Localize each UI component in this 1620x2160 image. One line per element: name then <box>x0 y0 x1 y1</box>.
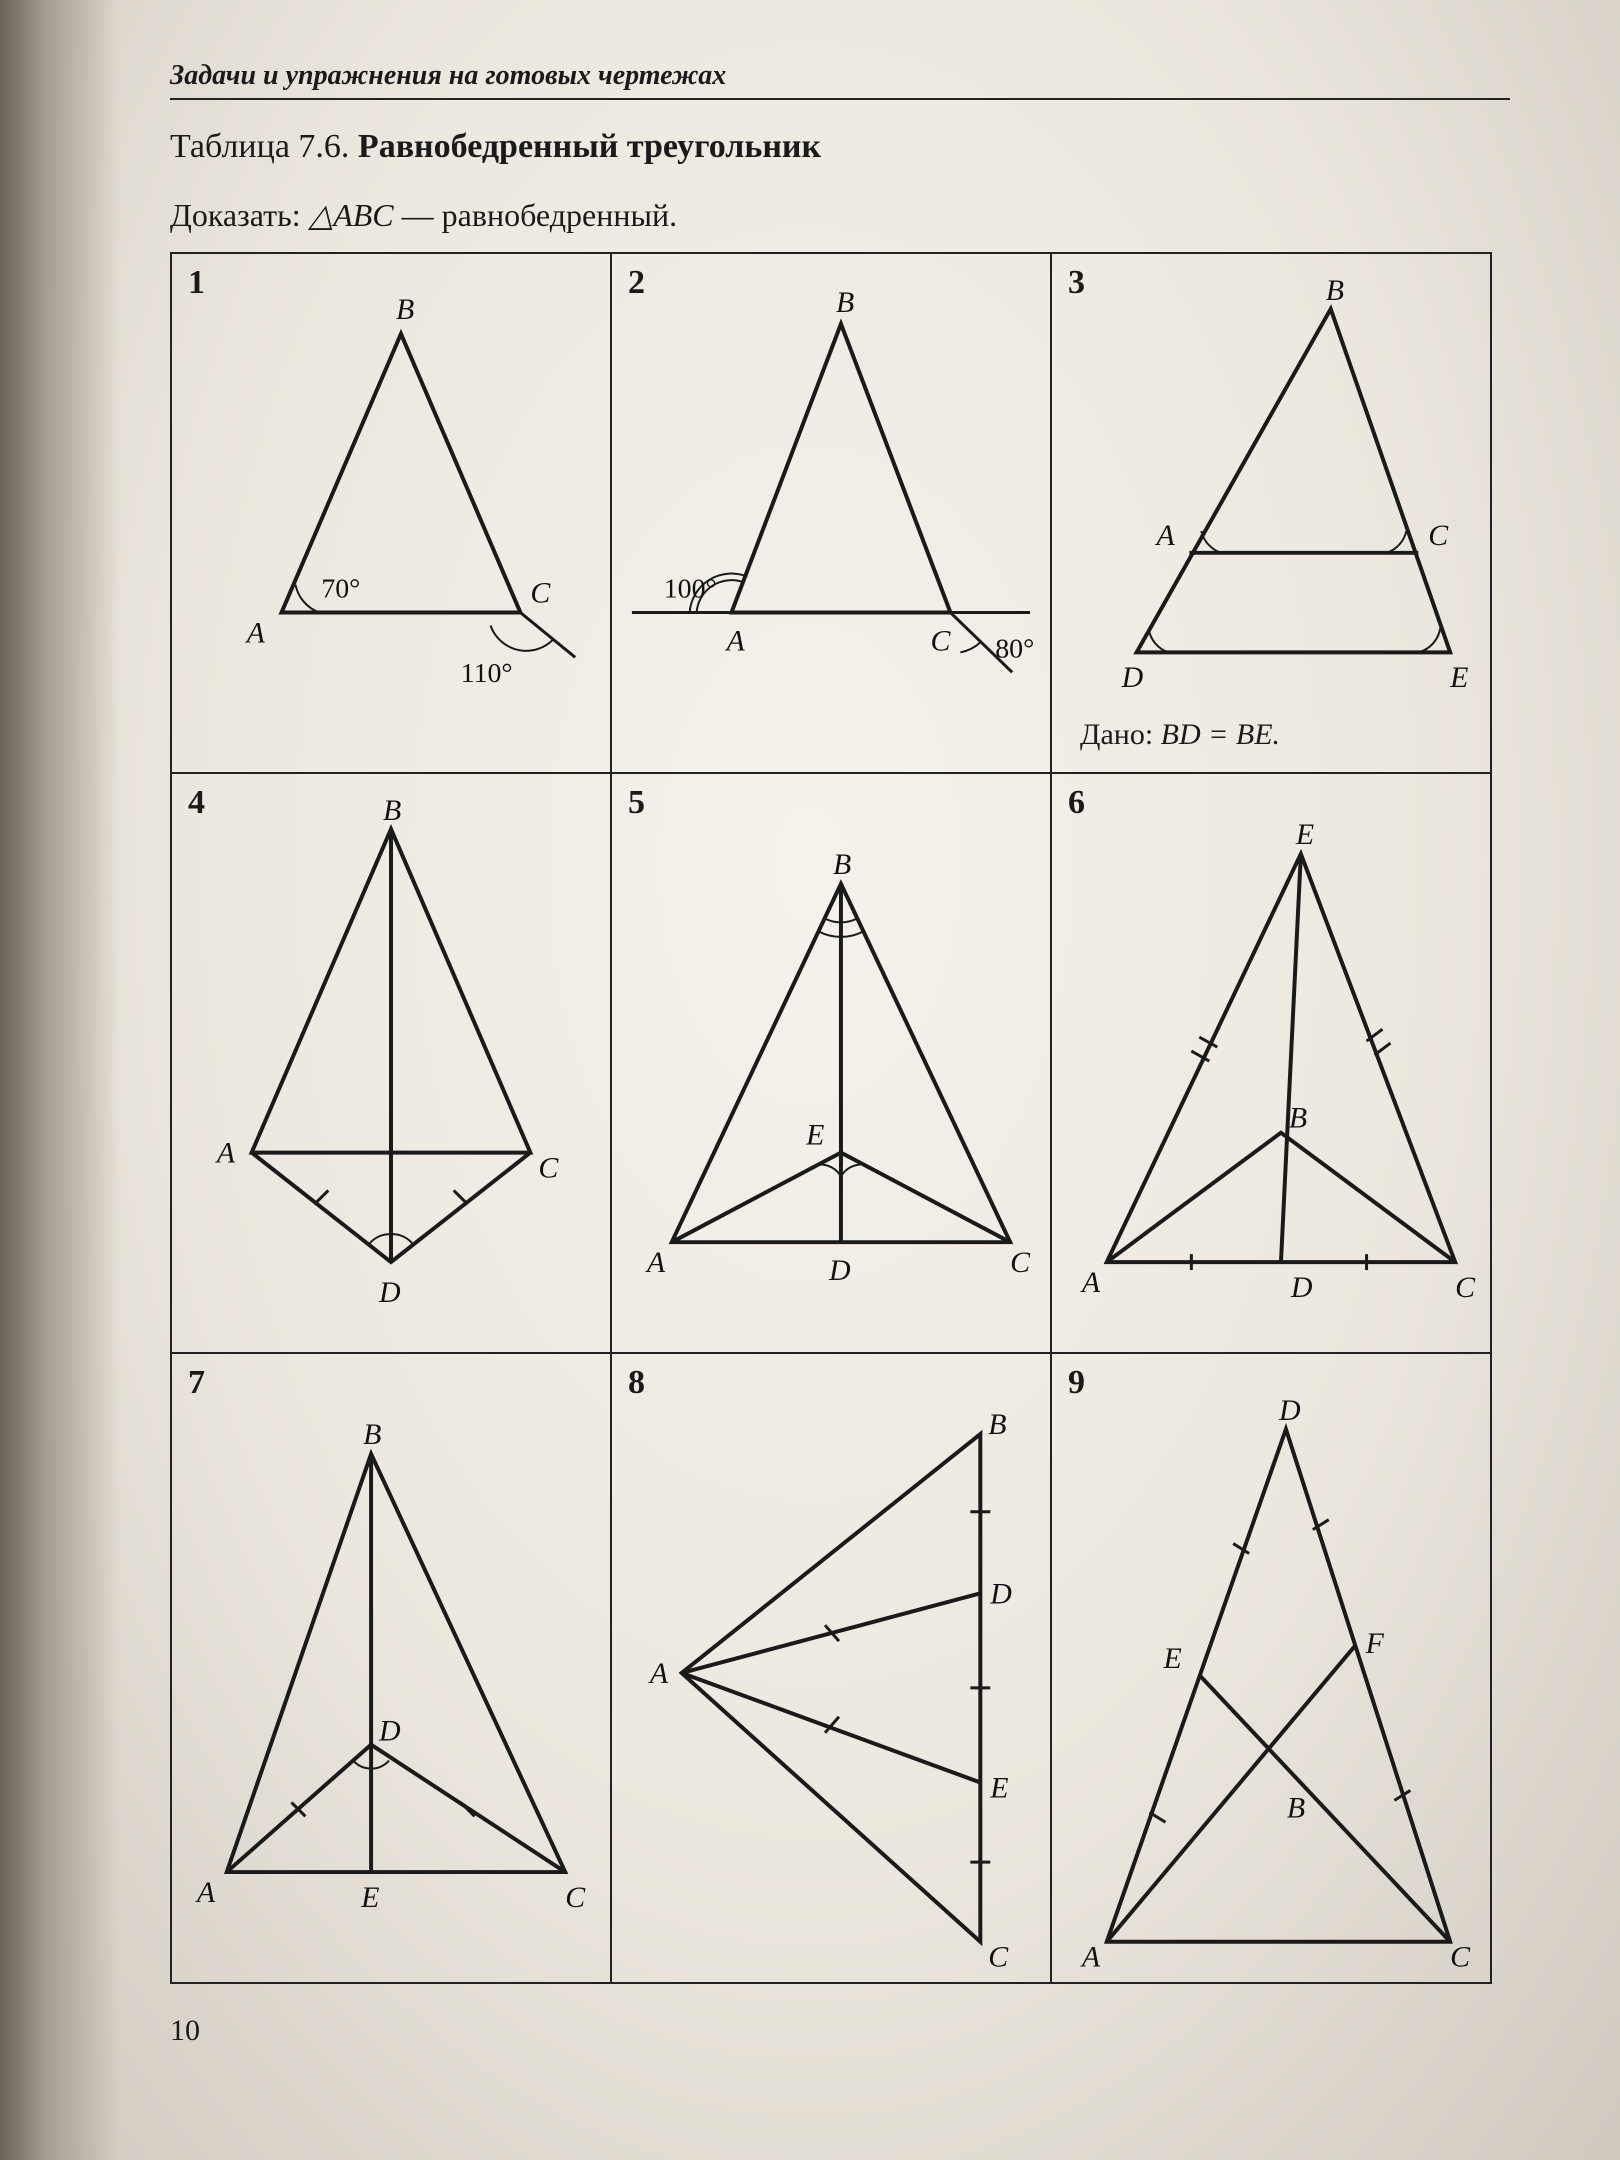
label-B: B <box>1287 1791 1305 1824</box>
label-C: C <box>1455 1271 1476 1304</box>
cell-number: 4 <box>188 784 205 822</box>
diagram-2-svg: B A C 100° 80° <box>612 254 1050 772</box>
label-D: D <box>1278 1394 1301 1427</box>
cell-number: 7 <box>188 1364 205 1402</box>
label-E: E <box>1295 818 1314 851</box>
label-B: B <box>363 1418 381 1451</box>
task-math: △ABC <box>309 197 394 233</box>
diagram-1-svg: B A C 70° 110° <box>172 254 610 772</box>
label-D: D <box>378 1715 401 1748</box>
diagram-8-svg: B A D E C <box>612 1354 1050 1982</box>
label-E: E <box>360 1881 379 1914</box>
label-D: D <box>1121 661 1144 694</box>
table-name: Равнобедренный треугольник <box>358 128 821 165</box>
problems-grid: 1 B A C 70° 110° 2 <box>170 252 1492 1984</box>
angle-70: 70° <box>321 574 360 605</box>
cell-number: 3 <box>1068 264 1085 302</box>
label-A: A <box>215 1137 236 1170</box>
label-C: C <box>530 577 551 610</box>
label-B: B <box>396 293 414 326</box>
label-C: C <box>1428 519 1449 552</box>
label-D: D <box>828 1254 851 1287</box>
given-label: Дано: <box>1080 718 1161 751</box>
label-C: C <box>931 624 952 657</box>
label-A: A <box>724 624 745 657</box>
diagram-9-svg: D E F B A C <box>1052 1354 1490 1982</box>
cell-7: 7 B A C D E <box>172 1354 612 1984</box>
task-prefix: Доказать: <box>170 197 309 233</box>
label-E: E <box>989 1771 1008 1804</box>
given-line: Дано: BD = BE. <box>1080 718 1280 752</box>
label-A: A <box>1155 519 1176 552</box>
cell-8: 8 B A D E C <box>612 1354 1052 1984</box>
cell-number: 6 <box>1068 784 1085 822</box>
label-E: E <box>1162 1642 1181 1675</box>
cell-5: 5 B A C D E <box>612 774 1052 1354</box>
cell-3: 3 B A C D E <box>1052 254 1492 774</box>
label-C: C <box>1010 1246 1031 1279</box>
cell-4: 4 B A C D <box>172 774 612 1354</box>
label-C: C <box>565 1881 586 1914</box>
cell-number: 1 <box>188 264 205 302</box>
task-suffix: — равнобедренный. <box>402 197 677 233</box>
angle-110: 110° <box>461 658 513 689</box>
label-D: D <box>378 1276 401 1309</box>
label-E: E <box>1449 661 1468 694</box>
angle-80: 80° <box>995 633 1034 664</box>
page-number: 10 <box>170 2014 1510 2048</box>
label-B: B <box>988 1408 1006 1441</box>
angle-100: 100° <box>664 574 717 605</box>
running-header: Задачи и упражнения на готовых чертежах <box>170 60 1510 92</box>
cell-6: 6 E B A C D <box>1052 774 1492 1354</box>
label-C: C <box>988 1941 1009 1974</box>
diagram-6-svg: E B A C D <box>1052 774 1490 1352</box>
label-A: A <box>245 616 266 649</box>
cell-9: 9 D E F B <box>1052 1354 1492 1984</box>
diagram-4-svg: B A C D <box>172 774 610 1352</box>
page: Задачи и упражнения на готовых чертежах … <box>0 0 1620 2160</box>
label-E: E <box>805 1119 824 1152</box>
label-D: D <box>1290 1271 1313 1304</box>
label-B: B <box>383 794 401 827</box>
table-title: Таблица 7.6. Равнобедренный треугольник <box>170 128 1510 166</box>
label-A: A <box>648 1657 669 1690</box>
label-F: F <box>1365 1627 1385 1660</box>
label-B: B <box>833 848 851 881</box>
label-C: C <box>538 1151 559 1184</box>
label-A: A <box>645 1246 666 1279</box>
label-D: D <box>989 1577 1012 1610</box>
label-A: A <box>1080 1266 1101 1299</box>
label-A: A <box>195 1876 216 1909</box>
cell-1: 1 B A C 70° 110° <box>172 254 612 774</box>
cell-number: 2 <box>628 264 645 302</box>
diagram-5-svg: B A C D E <box>612 774 1050 1352</box>
diagram-7-svg: B A C D E <box>172 1354 610 1982</box>
label-A: A <box>1080 1941 1101 1974</box>
horizontal-rule <box>170 98 1510 100</box>
cell-2: 2 B A C 100° 80° <box>612 254 1052 774</box>
label-B: B <box>836 286 854 319</box>
cell-number: 5 <box>628 784 645 822</box>
label-B: B <box>1289 1102 1307 1135</box>
cell-number: 9 <box>1068 1364 1085 1402</box>
table-number: Таблица 7.6. <box>170 128 349 165</box>
label-C: C <box>1450 1941 1471 1974</box>
label-B: B <box>1326 274 1344 307</box>
task-statement: Доказать: △ABC — равнобедренный. <box>170 196 1510 234</box>
diagram-3-svg: B A C D E <box>1052 254 1490 772</box>
given-math: BD = BE. <box>1161 718 1280 751</box>
cell-number: 8 <box>628 1364 645 1402</box>
